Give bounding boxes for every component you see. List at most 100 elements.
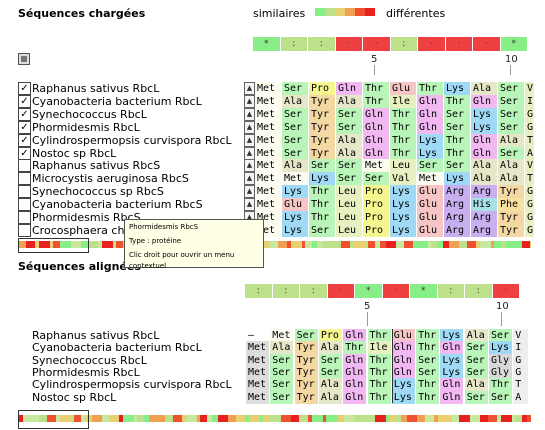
overview-segment [312, 241, 317, 248]
overview-segment [50, 241, 53, 248]
residue-cell: Ala [282, 159, 309, 172]
overview-segment [47, 415, 56, 422]
overview-segment [431, 241, 438, 248]
sequence-checkbox[interactable] [18, 172, 31, 185]
alignment-cursor [392, 329, 393, 403]
residue-cell: His [471, 198, 498, 211]
overview-segment [60, 415, 71, 422]
aligned-residue-cell: Ser [318, 366, 343, 379]
overview-strip-bottom[interactable] [18, 410, 531, 429]
sequence-checkbox[interactable]: ✓ [18, 95, 31, 108]
residue-cell: Met [255, 172, 282, 185]
residue-cell: Lys [309, 172, 336, 185]
residue-cell: G [525, 224, 535, 237]
sequence-checkbox[interactable] [18, 159, 31, 172]
consensus-cell: · [418, 37, 445, 51]
sequence-checkbox[interactable]: ✓ [18, 108, 31, 121]
aligned-sequence-name: Synechococcus RbcL [32, 354, 147, 367]
overview-viewport-top[interactable] [18, 238, 89, 253]
residue-cell: Gln [417, 108, 444, 121]
overview-segment [417, 241, 428, 248]
legend-swatch [335, 8, 345, 16]
residue-cell: Tyr [309, 134, 336, 147]
overview-segment [527, 415, 531, 422]
residue-cell: Lys [390, 211, 417, 224]
residue-cell: Tyr [309, 121, 336, 134]
overview-strip-top[interactable] [18, 238, 531, 253]
sequence-row: Met Ala Ser Ser Met Leu Ser Ser Ala Ala V [255, 159, 535, 172]
overview-segment [488, 415, 497, 422]
sequence-checkbox[interactable]: ✓ [18, 134, 31, 147]
aligned-residue-cell: Ser [489, 391, 513, 404]
overview-viewport-bottom[interactable] [18, 410, 89, 429]
aligned-residue-cell: Thr [367, 354, 392, 367]
aligned-residue-cell: Thr [416, 378, 441, 391]
aligned-residue-cell: A [513, 391, 530, 404]
aligned-residue-cell: Thr [416, 341, 441, 354]
select-all-checkbox[interactable] [18, 53, 30, 65]
aligned-residue-cell: Thr [367, 366, 392, 379]
ruler-bottom-tick-5 [367, 312, 368, 326]
consensus-cell: : [308, 37, 335, 51]
sequence-checkbox[interactable] [18, 211, 31, 224]
residue-cell: Gln [417, 95, 444, 108]
move-up-button[interactable]: ▲ [244, 134, 255, 147]
consensus-cell: * [500, 37, 527, 51]
move-up-button[interactable]: ▲ [244, 121, 255, 134]
residue-cell: Pro [363, 185, 390, 198]
sequence-name: Synechococcus sp RbcS [32, 185, 164, 198]
residue-cell: Met [255, 95, 282, 108]
residue-cell: Met [255, 108, 282, 121]
move-up-button[interactable]: ▲ [244, 82, 255, 95]
aligned-sequence-row: – Met Ser Pro Gln Thr Glu Thr Lys Ala Ser V [246, 329, 533, 342]
sequence-checkbox[interactable]: ✓ [18, 82, 31, 95]
residue-cell: Gln [363, 134, 390, 147]
move-up-button[interactable]: ▲ [244, 108, 255, 121]
overview-segment [228, 415, 236, 422]
aligned-residue-cell: Ser [270, 391, 295, 404]
aligned-residue-cell: Ser [464, 341, 489, 354]
ruler-bottom-tick-10 [501, 312, 502, 326]
sequence-checkbox[interactable] [18, 198, 31, 211]
residue-cell: Thr [309, 198, 336, 211]
move-up-button[interactable]: ▲ [244, 172, 255, 185]
aligned-residue-cell: Ser [464, 366, 489, 379]
overview-segment [291, 241, 302, 248]
aligned-residue-cell: Ser [270, 354, 295, 367]
aligned-sequences-title: Séquences alignées [18, 260, 141, 273]
residue-cell: Lys [390, 198, 417, 211]
aligned-residue-cell: G [513, 366, 530, 379]
consensus-cell: : [280, 37, 307, 51]
aligned-residue-cell: Glu [391, 329, 416, 342]
aligned-sequence-row: Met Ser Tyr Ser Gln Thr Gln Ser Lys Ser Gly G [246, 354, 533, 367]
overview-segment [497, 415, 501, 422]
aligned-residue-cell: Ile [367, 341, 392, 354]
sequence-checkbox[interactable] [18, 224, 31, 237]
move-up-button[interactable]: ▲ [244, 185, 255, 198]
aligned-sequence-name: Nostoc sp RbcL [32, 391, 117, 404]
overview-segment [512, 241, 522, 248]
residue-cell: Tyr [498, 211, 525, 224]
sequence-row: Met Ser Tyr Ala Gln Thr Lys Thr Gln Ala T [255, 134, 535, 147]
consensus-bar-bottom: ::: · * · *:: · [245, 284, 531, 298]
overview-segment [350, 241, 354, 248]
overview-segment [270, 241, 278, 248]
overview-segment [396, 241, 404, 248]
sequence-checkbox[interactable] [18, 185, 31, 198]
overview-segment [81, 415, 86, 422]
sequence-row: Met Glu Thr Leu Pro Lys Glu Arg His Phe G [255, 198, 535, 211]
residue-cell: Ile [390, 95, 417, 108]
move-up-button[interactable]: ▲ [244, 159, 255, 172]
residue-cell: Arg [444, 224, 471, 237]
aligned-residue-cell: Thr [416, 391, 441, 404]
consensus-cell: * [410, 284, 437, 298]
overview-segment [71, 241, 81, 248]
consensus-cell: · [445, 37, 472, 51]
move-up-button[interactable]: ▲ [244, 95, 255, 108]
aligned-residue-cell: Gln [440, 391, 465, 404]
move-up-button[interactable]: ▲ [244, 198, 255, 211]
sequence-name: Synechococcus RbcL [32, 108, 147, 121]
sequence-checkbox[interactable]: ✓ [18, 121, 31, 134]
overview-segment [299, 415, 308, 422]
residue-cell: Glu [390, 82, 417, 95]
